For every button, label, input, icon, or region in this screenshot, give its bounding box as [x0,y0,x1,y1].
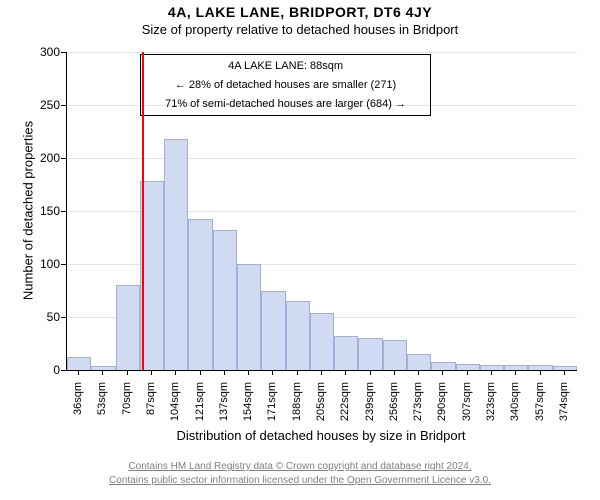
x-tick-mark [491,370,492,375]
x-tick-mark [321,370,322,375]
chart-container: 4A, LAKE LANE, BRIDPORT, DT6 4JY Size of… [0,4,600,500]
reference-line [142,52,144,370]
x-tick-label: 323sqm [485,382,497,432]
y-tick: 100 [20,257,60,271]
plot-area: 4A LAKE LANE: 88sqm ← 28% of detached ho… [66,52,577,371]
x-tick-label: 104sqm [169,382,181,432]
x-tick-mark [224,370,225,375]
x-tick-mark [102,370,103,375]
y-tick: 50 [20,310,60,324]
x-tick-label: 374sqm [558,382,570,432]
x-tick-label: 188sqm [291,382,303,432]
x-tick-label: 205sqm [315,382,327,432]
y-tick: 150 [20,204,60,218]
bar [164,139,188,370]
y-tick: 0 [20,363,60,377]
x-tick-mark [418,370,419,375]
footer-line-1: Contains HM Land Registry data © Crown c… [0,460,600,474]
bar [431,362,455,370]
bar [334,336,358,370]
x-tick-mark [297,370,298,375]
bar [188,219,212,370]
y-tick: 300 [20,45,60,59]
bar [91,366,115,370]
x-tick-label: 273sqm [412,382,424,432]
x-tick-label: 256sqm [388,382,400,432]
x-tick-label: 340sqm [509,382,521,432]
y-tick: 200 [20,151,60,165]
bar [383,340,407,370]
x-tick-mark [564,370,565,375]
info-line-1: 4A LAKE LANE: 88sqm [145,57,426,76]
bar [237,264,261,370]
x-tick-mark [248,370,249,375]
footer-line-2: Contains public sector information licen… [0,474,600,488]
x-tick-mark [540,370,541,375]
info-box: 4A LAKE LANE: 88sqm ← 28% of detached ho… [140,54,431,115]
x-tick-label: 290sqm [436,382,448,432]
x-tick-label: 171sqm [266,382,278,432]
x-tick-mark [467,370,468,375]
y-tick: 250 [20,98,60,112]
x-tick-label: 53sqm [96,382,108,432]
x-tick-label: 121sqm [194,382,206,432]
x-tick-label: 307sqm [461,382,473,432]
x-tick-label: 87sqm [145,382,157,432]
bar [310,313,334,370]
bar [553,366,577,370]
x-tick-mark [127,370,128,375]
x-tick-mark [151,370,152,375]
x-tick-mark [345,370,346,375]
x-tick-mark [200,370,201,375]
x-tick-mark [442,370,443,375]
x-tick-label: 222sqm [339,382,351,432]
x-tick-mark [370,370,371,375]
footer: Contains HM Land Registry data © Crown c… [0,460,600,488]
bar [116,285,140,370]
bar [261,291,285,371]
x-tick-label: 154sqm [242,382,254,432]
chart-title: 4A, LAKE LANE, BRIDPORT, DT6 4JY [0,4,600,20]
bar [358,338,382,370]
x-tick-mark [515,370,516,375]
bar [286,301,310,370]
x-tick-label: 357sqm [534,382,546,432]
x-tick-mark [272,370,273,375]
x-tick-label: 239sqm [364,382,376,432]
x-tick-mark [78,370,79,375]
info-line-2: ← 28% of detached houses are smaller (27… [145,76,426,95]
bar [407,354,431,370]
bar [456,364,480,370]
chart-subtitle: Size of property relative to detached ho… [0,22,600,37]
x-tick-mark [394,370,395,375]
bar [528,365,552,370]
bar [504,365,528,370]
bar [213,230,237,370]
x-tick-label: 70sqm [121,382,133,432]
x-tick-label: 137sqm [218,382,230,432]
x-tick-mark [175,370,176,375]
bar [67,357,91,370]
x-tick-label: 36sqm [72,382,84,432]
